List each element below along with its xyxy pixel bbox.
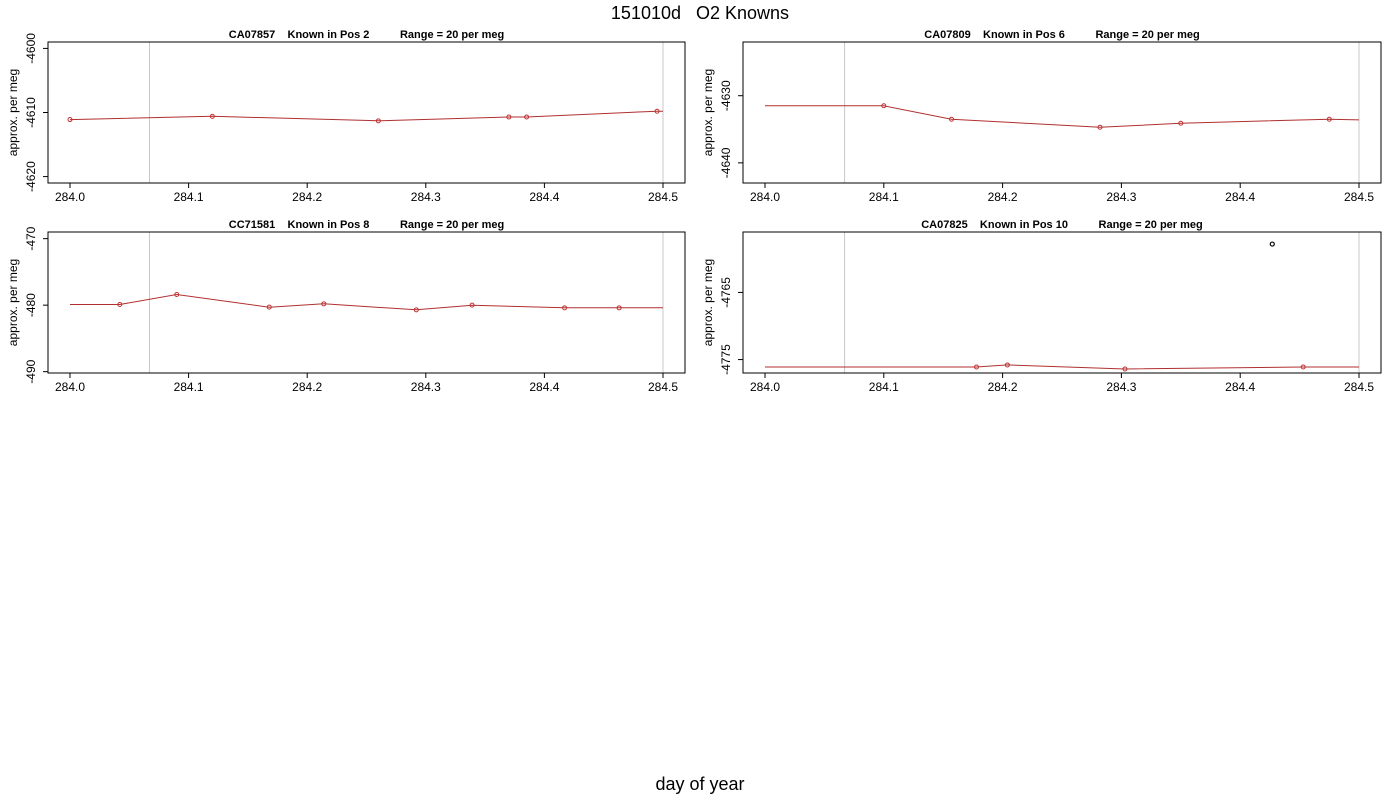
plot-frame: [742, 41, 1382, 184]
chart-title: CC71581 Known in Pos 8 Range = 20 per me…: [229, 219, 504, 231]
data-point: [117, 301, 123, 307]
x-tick-label: 284.3: [411, 190, 441, 204]
y-tick-label: -4640: [719, 147, 733, 178]
y-tick-label: -4765: [719, 277, 733, 308]
chart-title: CA07809 Known in Pos 6 Range = 20 per me…: [924, 29, 1199, 41]
plot-frame: [47, 231, 686, 374]
plot-frame: [47, 41, 686, 184]
data-point: [1122, 366, 1128, 372]
series-line: [69, 110, 663, 122]
y-tick-label: -4775: [719, 344, 733, 375]
x-tick-label: 284.4: [1225, 190, 1255, 204]
x-tick-label: 284.2: [988, 380, 1018, 394]
x-axis-title: day of year: [655, 774, 745, 794]
data-point: [949, 116, 955, 122]
data-point: [469, 302, 475, 308]
y-axis-label: approx. per meg: [701, 69, 715, 156]
x-tick-label: 284.0: [55, 190, 85, 204]
data-point: [1300, 364, 1306, 370]
x-tick-label: 284.4: [1225, 380, 1255, 394]
x-tick-label: 284.4: [529, 190, 559, 204]
y-axis-label: approx. per meg: [6, 69, 20, 156]
chart-title: CA07825 Known in Pos 10 Range = 20 per m…: [921, 219, 1203, 231]
chart-panel-2: CA07809 Known in Pos 6 Range = 20 per me…: [701, 29, 1382, 204]
data-point: [654, 108, 660, 114]
data-point: [506, 114, 512, 120]
data-point: [1004, 362, 1010, 368]
x-tick-label: 284.5: [648, 190, 678, 204]
y-tick-label: -4620: [24, 161, 38, 192]
y-tick-label: -490: [24, 359, 38, 383]
series-line: [70, 293, 663, 311]
x-tick-label: 284.0: [750, 380, 780, 394]
x-tick-label: 284.3: [1106, 190, 1136, 204]
page-title: 151010d O2 Knowns: [610, 3, 790, 23]
data-point: [616, 305, 622, 311]
outlier-point: [1269, 241, 1275, 247]
x-tick-label: 284.3: [411, 380, 441, 394]
y-tick-label: -4630: [719, 80, 733, 111]
data-point: [881, 103, 887, 109]
x-tick-label: 284.1: [174, 380, 204, 394]
x-tick-label: 284.5: [1344, 190, 1374, 204]
series-line: [765, 364, 1359, 370]
x-tick-label: 284.3: [1106, 380, 1136, 394]
data-point: [524, 114, 530, 120]
y-tick-label: -4600: [24, 33, 38, 64]
x-tick-label: 284.0: [750, 190, 780, 204]
data-point: [973, 364, 979, 370]
y-axis-label: approx. per meg: [701, 259, 715, 346]
data-point: [562, 305, 568, 311]
data-point: [209, 113, 215, 119]
chart-title: CA07857 Known in Pos 2 Range = 20 per me…: [229, 29, 504, 41]
x-tick-label: 284.1: [869, 380, 899, 394]
data-point: [174, 292, 180, 298]
x-tick-label: 284.5: [1344, 380, 1374, 394]
data-point: [375, 118, 381, 124]
x-tick-label: 284.5: [648, 380, 678, 394]
data-point: [67, 117, 73, 123]
chart-panel-1: CA07857 Known in Pos 2 Range = 20 per me…: [6, 29, 686, 204]
chart-panel-4: CA07825 Known in Pos 10 Range = 20 per m…: [701, 219, 1382, 394]
data-point: [266, 304, 272, 310]
x-tick-label: 284.2: [292, 380, 322, 394]
plot-frame: [742, 231, 1382, 374]
data-point: [413, 307, 419, 313]
x-tick-label: 284.0: [55, 380, 85, 394]
y-axis-label: approx. per meg: [6, 259, 20, 346]
y-tick-label: -470: [24, 226, 38, 250]
chart-panel-3: CC71581 Known in Pos 8 Range = 20 per me…: [6, 219, 686, 394]
data-point: [321, 301, 327, 307]
data-point: [1326, 116, 1332, 122]
data-point: [1097, 124, 1103, 130]
x-tick-label: 284.2: [988, 190, 1018, 204]
y-tick-label: -480: [24, 293, 38, 317]
series-line: [765, 105, 1360, 128]
data-point: [1178, 120, 1184, 126]
y-tick-label: -4610: [24, 97, 38, 128]
x-tick-label: 284.1: [869, 190, 899, 204]
x-tick-label: 284.1: [174, 190, 204, 204]
x-tick-label: 284.2: [292, 190, 322, 204]
x-tick-label: 284.4: [529, 380, 559, 394]
